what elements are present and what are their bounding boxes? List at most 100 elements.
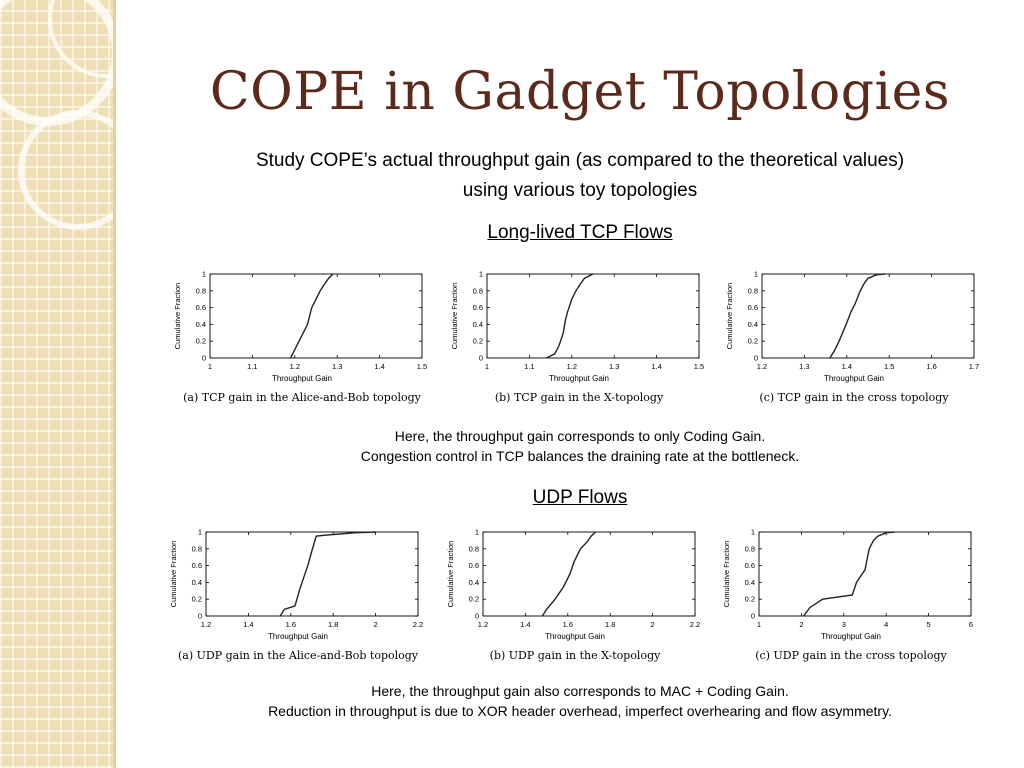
chart-udp-cross: 1 2 3 4 5 6 0 0.2 0.4 0.6 0.8 1 Throughput Gain Cumul… [719, 522, 987, 670]
x-tick-label: 2 [799, 620, 803, 629]
y-axis-label: Cumulative Fraction [169, 541, 178, 608]
x-tick-label: 6 [969, 620, 973, 629]
y-tick-label: 0.2 [192, 595, 202, 604]
plot-frame [486, 273, 700, 359]
x-axis-label: Throughput Gain [545, 632, 605, 641]
x-tick-label: 1 [485, 362, 489, 371]
x-tick-label: 1.4 [842, 362, 852, 371]
y-tick-label: 0.2 [196, 337, 206, 346]
plot-frame [761, 273, 975, 359]
y-tick-label: 0 [202, 354, 206, 363]
subtitle-line: Study COPE’s actual throughput gain (as … [255, 150, 905, 171]
y-tick-label: 0.2 [473, 337, 483, 346]
x-axis-label: Throughput Gain [824, 374, 884, 383]
x-tick-label: 1.6 [286, 620, 296, 629]
x-tick-label: 1 [208, 362, 212, 371]
chart-caption: (b) UDP gain in the X-topology [490, 649, 661, 662]
x-tick-label: 2 [651, 620, 655, 629]
y-axis-label: Cumulative Fraction [450, 283, 459, 350]
cdf-chart-svg: 1.2 1.3 1.4 1.5 1.6 1.7 0 0.2 0.4 0.6 0.8 1 Throughp… [725, 270, 979, 405]
y-tick-label: 0.4 [469, 578, 479, 587]
y-tick-label: 0.6 [745, 561, 755, 570]
x-tick-label: 1.2 [290, 362, 300, 371]
cdf-chart-svg: 1 1.1 1.2 1.3 1.4 1.5 0 0.2 0.4 0.6 0.8 1 Throughput… [173, 270, 427, 405]
x-tick-label: 2 [374, 620, 378, 629]
y-tick-label: 0.8 [469, 544, 479, 553]
udp-section-heading: UDP Flows [532, 487, 628, 508]
sidebar-divider [113, 0, 116, 768]
chart-tcp-x-topology: 1 1.1 1.2 1.3 1.4 1.5 0 0.2 0.4 0.6 0.8 1 Throughput… [447, 264, 715, 412]
cdf-chart-svg: 1.2 1.4 1.6 1.8 2 2.2 0 0.2 0.4 0.6 0.8 1 Throughput… [169, 528, 423, 663]
plot-frame [758, 531, 972, 617]
cdf-chart-svg: 1 2 3 4 5 6 0 0.2 0.4 0.6 0.8 1 Throughput Gain Cumul… [722, 528, 973, 663]
y-axis-label: Cumulative Fraction [173, 283, 182, 350]
y-tick-label: 0.8 [748, 286, 758, 295]
subtitle-line: using various toy topologies [462, 180, 698, 201]
chart-caption: (c) UDP gain in the cross topology [755, 649, 947, 662]
slide-title: COPE in Gadget Topologies [209, 62, 951, 122]
y-tick-label: 0.4 [473, 320, 483, 329]
note-line: Here, the throughput gain corresponds to… [394, 428, 766, 444]
y-tick-label: 0.8 [745, 544, 755, 553]
y-tick-label: 0.8 [192, 544, 202, 553]
x-axis-label: Throughput Gain [268, 632, 328, 641]
x-tick-label: 1.1 [247, 362, 257, 371]
x-tick-label: 1.4 [243, 620, 253, 629]
x-tick-label: 2.2 [413, 620, 423, 629]
x-axis-label: Throughput Gain [549, 374, 609, 383]
cdf-series-line [802, 531, 895, 617]
y-tick-label: 0.4 [745, 578, 755, 587]
y-tick-label: 0.2 [469, 595, 479, 604]
udp-note: Here, the throughput gain also correspon… [150, 681, 1010, 721]
x-tick-label: 2.2 [690, 620, 700, 629]
x-tick-label: 1.2 [201, 620, 211, 629]
y-tick-label: 0 [479, 354, 483, 363]
y-tick-label: 1 [198, 528, 202, 537]
x-tick-label: 1.6 [563, 620, 573, 629]
tcp-note: Here, the throughput gain corresponds to… [150, 426, 1010, 466]
x-tick-label: 1.4 [651, 362, 661, 371]
plot-frame [209, 273, 423, 359]
x-tick-label: 1.3 [799, 362, 809, 371]
tcp-section-heading: Long-lived TCP Flows [487, 222, 673, 243]
x-tick-label: 1.2 [478, 620, 488, 629]
y-tick-label: 0 [751, 612, 755, 621]
cdf-series-line [829, 273, 886, 359]
x-tick-label: 1.4 [520, 620, 530, 629]
plot-frame [482, 531, 696, 617]
y-tick-label: 1 [754, 270, 758, 279]
y-tick-label: 0.2 [748, 337, 758, 346]
y-tick-label: 1 [751, 528, 755, 537]
chart-udp-alice-bob: 1.2 1.4 1.6 1.8 2 2.2 0 0.2 0.4 0.6 0.8 1 Throughput… [166, 522, 434, 670]
note-line: Reduction in throughput is due to XOR he… [268, 703, 892, 719]
cdf-chart-svg: 1.2 1.4 1.6 1.8 2 2.2 0 0.2 0.4 0.6 0.8 1 Throughput… [446, 528, 700, 663]
x-tick-label: 1.6 [926, 362, 936, 371]
chart-caption: (a) UDP gain in the Alice-and-Bob topolo… [178, 649, 419, 662]
y-tick-label: 1 [479, 270, 483, 279]
x-tick-label: 1.8 [328, 620, 338, 629]
x-tick-label: 1 [757, 620, 761, 629]
cdf-series-line [289, 273, 334, 359]
y-tick-label: 1 [202, 270, 206, 279]
y-tick-label: 0 [198, 612, 202, 621]
x-tick-label: 1.1 [524, 362, 534, 371]
y-tick-label: 0.8 [196, 286, 206, 295]
y-tick-label: 1 [475, 528, 479, 537]
decorative-sidebar [0, 0, 113, 768]
cdf-series-line [546, 273, 594, 359]
x-tick-label: 1.2 [567, 362, 577, 371]
chart-caption: (c) TCP gain in the cross topology [759, 391, 949, 404]
slide-subtitle: Study COPE’s actual throughput gain (as … [150, 146, 1010, 206]
y-tick-label: 0.2 [745, 595, 755, 604]
y-tick-label: 0 [475, 612, 479, 621]
y-tick-label: 0 [754, 354, 758, 363]
plot-frame [205, 531, 419, 617]
y-tick-label: 0.6 [192, 561, 202, 570]
cdf-series-line [541, 531, 596, 617]
note-line: Here, the throughput gain also correspon… [371, 683, 789, 699]
y-tick-label: 0.4 [748, 320, 758, 329]
chart-caption: (a) TCP gain in the Alice-and-Bob topolo… [183, 391, 421, 404]
y-axis-label: Cumulative Fraction [722, 541, 731, 608]
x-axis-label: Throughput Gain [821, 632, 881, 641]
x-tick-label: 1.7 [969, 362, 979, 371]
